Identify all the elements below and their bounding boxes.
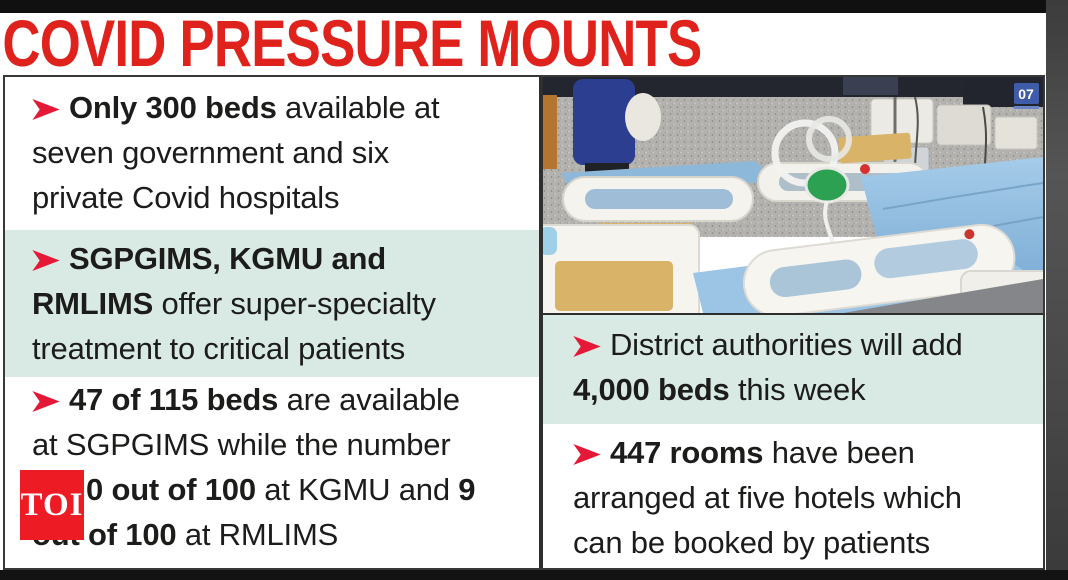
bullet-line: 0 out of 100 at KGMU and 9 bbox=[32, 467, 531, 512]
bullet-beds-ratio: 47 of 115 beds are available at SGPGIMS … bbox=[5, 377, 539, 568]
bullet-text-bold: RMLIMS bbox=[32, 286, 154, 321]
bullet-text-bold: SGPGIMS, KGMU and bbox=[69, 241, 386, 276]
bullet-text: are available bbox=[278, 382, 460, 417]
bullet-line: 4,000 beds this week bbox=[573, 367, 1035, 412]
bullet-text-bold: 0 out of 100 bbox=[86, 472, 256, 507]
bullet-text: at RMLIMS bbox=[176, 517, 339, 552]
right-column: 07 bbox=[543, 77, 1043, 568]
column-divider bbox=[539, 77, 543, 568]
content-box: Only 300 beds available at seven governm… bbox=[3, 75, 1045, 570]
bullet-line: seven government and six bbox=[32, 130, 531, 175]
bullet-text: available at bbox=[276, 90, 440, 125]
bullet-hotel-rooms: 447 rooms have been arranged at five hot… bbox=[543, 424, 1043, 568]
bullet-text: at SGPGIMS while the number bbox=[32, 427, 451, 462]
bullet-line: 47 of 115 beds are available bbox=[32, 377, 531, 422]
bullet-text-bold: 447 rooms bbox=[610, 435, 764, 470]
bullet-text-bold: 4,000 beds bbox=[573, 372, 730, 407]
bullet-arrow-icon bbox=[573, 444, 601, 465]
right-border-strip bbox=[1046, 0, 1068, 580]
toi-logo-text: TOI bbox=[20, 486, 84, 523]
bullet-text: have been bbox=[763, 435, 915, 470]
left-column: Only 300 beds available at seven governm… bbox=[5, 77, 539, 568]
bullet-text: can be booked by patients bbox=[573, 525, 930, 560]
bullet-text: offer super-specialty bbox=[153, 286, 436, 321]
oxygen-mask bbox=[771, 116, 852, 258]
bullet-line: can be booked by patients bbox=[573, 520, 1035, 565]
photo-bed-number-label: 07 bbox=[1018, 86, 1034, 102]
bullet-line: treatment to critical patients bbox=[32, 326, 531, 371]
title-band: COVID PRESSURE MOUNTS bbox=[0, 6, 1046, 80]
bullet-text: District authorities will add bbox=[610, 327, 963, 362]
bullet-line: District authorities will add bbox=[573, 322, 1035, 367]
bullet-line: private Covid hospitals bbox=[32, 175, 531, 220]
bullet-super-specialty: SGPGIMS, KGMU and RMLIMS offer super-spe… bbox=[5, 230, 539, 377]
hospital-beds-photo: 07 bbox=[543, 77, 1043, 315]
bullet-text-bold: Only 300 beds bbox=[69, 90, 277, 125]
bullet-line: SGPGIMS, KGMU and bbox=[32, 236, 531, 281]
bullet-beds-available: Only 300 beds available at seven governm… bbox=[5, 77, 539, 230]
bullet-text: this week bbox=[729, 372, 866, 407]
page-title: COVID PRESSURE MOUNTS bbox=[2, 6, 702, 80]
bullet-add-beds: District authorities will add 4,000 beds… bbox=[543, 315, 1043, 424]
bullet-arrow-icon bbox=[32, 99, 60, 120]
top-border-bar bbox=[0, 0, 1046, 13]
toi-logo: TOI bbox=[20, 470, 84, 540]
bullet-text: treatment to critical patients bbox=[32, 331, 406, 366]
bullet-text-bold: 9 bbox=[458, 472, 476, 507]
bullet-line: at SGPGIMS while the number bbox=[32, 422, 531, 467]
bullet-line: 447 rooms have been bbox=[573, 430, 1035, 475]
bullet-text: seven government and six bbox=[32, 135, 390, 170]
bullet-line: arranged at five hotels which bbox=[573, 475, 1035, 520]
bullet-line: out of 100 at RMLIMS bbox=[32, 512, 531, 557]
bullet-arrow-icon bbox=[32, 250, 60, 271]
bullet-arrow-icon bbox=[573, 336, 601, 357]
bullet-line: Only 300 beds available at bbox=[32, 85, 531, 130]
bullet-arrow-icon bbox=[32, 391, 60, 412]
bullet-text: at KGMU and bbox=[255, 472, 459, 507]
bottom-border-bar bbox=[0, 570, 1068, 580]
bullet-text-bold: 47 of 115 beds bbox=[69, 382, 279, 417]
bullet-line: RMLIMS offer super-specialty bbox=[32, 281, 531, 326]
bullet-text: private Covid hospitals bbox=[32, 180, 340, 215]
bullet-text: arranged at five hotels which bbox=[573, 480, 962, 515]
foreground-beds bbox=[543, 223, 1043, 313]
bed-number-sign: 07 bbox=[1014, 83, 1039, 109]
